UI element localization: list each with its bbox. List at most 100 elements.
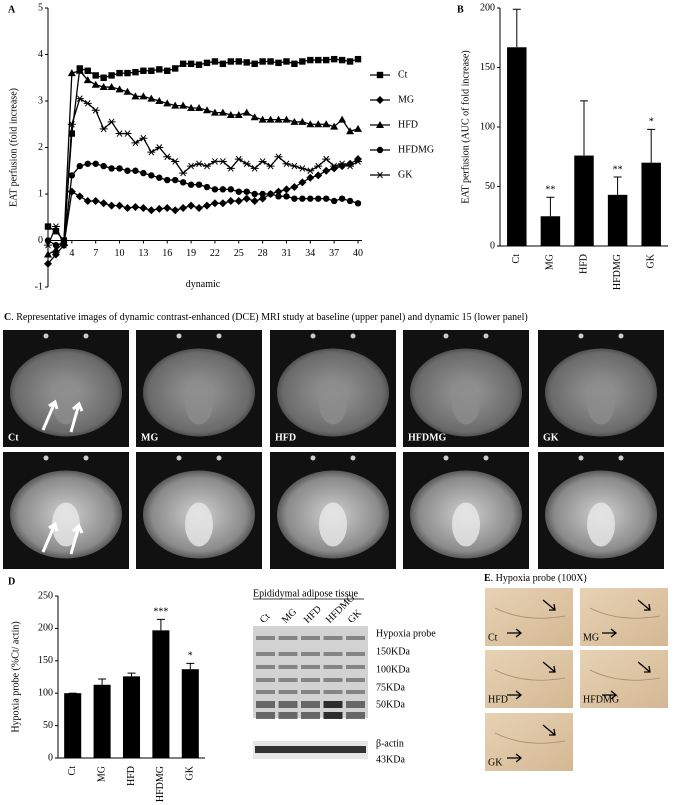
significance: * <box>649 117 654 128</box>
marker <box>346 58 354 65</box>
image-label: HFDMG <box>583 694 619 705</box>
marker <box>298 178 307 187</box>
y-tick-label: -1 <box>35 281 43 292</box>
blot-label: 100KDa <box>376 664 410 675</box>
mri-organ <box>185 380 213 425</box>
marker <box>132 68 139 76</box>
marker <box>67 69 76 77</box>
arrow <box>507 753 523 763</box>
blot-band <box>278 665 298 669</box>
marker <box>258 194 267 203</box>
error-bar <box>127 672 136 677</box>
blot-band <box>256 665 275 669</box>
marker <box>242 194 251 203</box>
image-label: HFD <box>488 694 508 705</box>
panel-label: A <box>8 4 16 15</box>
arrow <box>637 661 651 673</box>
marker <box>107 118 116 126</box>
marker <box>163 203 172 212</box>
marker <box>314 162 323 170</box>
y-tick-label: 4 <box>38 49 43 60</box>
panel-label: D <box>8 576 15 587</box>
image-label: HFD <box>275 432 296 443</box>
marker <box>203 183 211 191</box>
y-tick-label: 0 <box>38 235 43 246</box>
mri-organ <box>52 380 80 425</box>
marker <box>227 58 235 65</box>
marker <box>282 115 291 123</box>
blot-band <box>301 678 320 682</box>
blot-band <box>323 665 343 669</box>
marker <box>116 69 123 77</box>
marker <box>274 115 283 123</box>
marker <box>100 74 107 81</box>
mri-marker <box>483 333 489 339</box>
blot-band <box>301 690 320 694</box>
marker <box>195 160 204 168</box>
marker <box>338 56 346 64</box>
x-tick-label: HFD <box>578 254 589 274</box>
marker <box>250 113 259 121</box>
marker <box>140 67 147 74</box>
marker <box>139 92 148 100</box>
x-tick-label: 19 <box>186 248 196 259</box>
y-tick-label: 100 <box>38 687 53 698</box>
marker <box>155 144 164 151</box>
mri-organ <box>587 380 615 425</box>
marker <box>202 201 211 210</box>
marker <box>68 172 76 179</box>
marker <box>131 92 140 100</box>
marker <box>235 58 242 65</box>
error-bar <box>156 618 165 631</box>
caption-text: . Representative images of dynamic contr… <box>11 312 528 323</box>
marker <box>116 165 123 172</box>
marker <box>283 58 290 65</box>
x-tick-label: MG <box>545 254 556 270</box>
mri-marker <box>350 455 356 461</box>
legend-label: GK <box>398 169 413 180</box>
error-bar <box>186 662 195 670</box>
image-label: Ct <box>488 632 498 643</box>
legend-marker <box>376 71 384 79</box>
legend-label: HFD <box>398 119 418 130</box>
marker <box>123 130 132 137</box>
image-label: Ct <box>8 432 19 443</box>
marker <box>179 179 187 186</box>
image-label: MG <box>583 632 599 643</box>
mri-marker <box>83 455 89 461</box>
marker <box>275 59 282 67</box>
marker <box>148 172 155 179</box>
marker <box>124 69 131 77</box>
bar <box>152 630 170 758</box>
marker <box>354 158 362 165</box>
marker <box>306 173 315 182</box>
marker <box>307 56 314 64</box>
mri-marker <box>216 333 222 339</box>
marker <box>243 59 250 66</box>
x-tick-label: 28 <box>258 248 268 259</box>
legend-label: HFDMG <box>398 144 434 155</box>
marker <box>91 80 100 88</box>
marker <box>266 115 275 123</box>
panel-label: B <box>457 4 464 15</box>
marker <box>251 190 258 198</box>
marker <box>250 196 259 205</box>
arrow <box>69 523 84 555</box>
marker <box>195 203 204 212</box>
marker <box>235 188 242 195</box>
vessel <box>589 607 661 619</box>
marker <box>100 162 107 170</box>
mri-marker <box>176 455 182 461</box>
marker <box>44 223 52 230</box>
marker <box>67 120 76 128</box>
marker <box>164 67 171 74</box>
image-label: HFDMG <box>408 432 447 443</box>
bar <box>181 669 199 758</box>
marker <box>322 120 331 128</box>
marker <box>156 174 163 181</box>
blot-band <box>278 712 298 719</box>
y-tick-label: 0 <box>490 240 495 251</box>
mri-marker <box>310 455 316 461</box>
error-bar <box>613 176 622 195</box>
